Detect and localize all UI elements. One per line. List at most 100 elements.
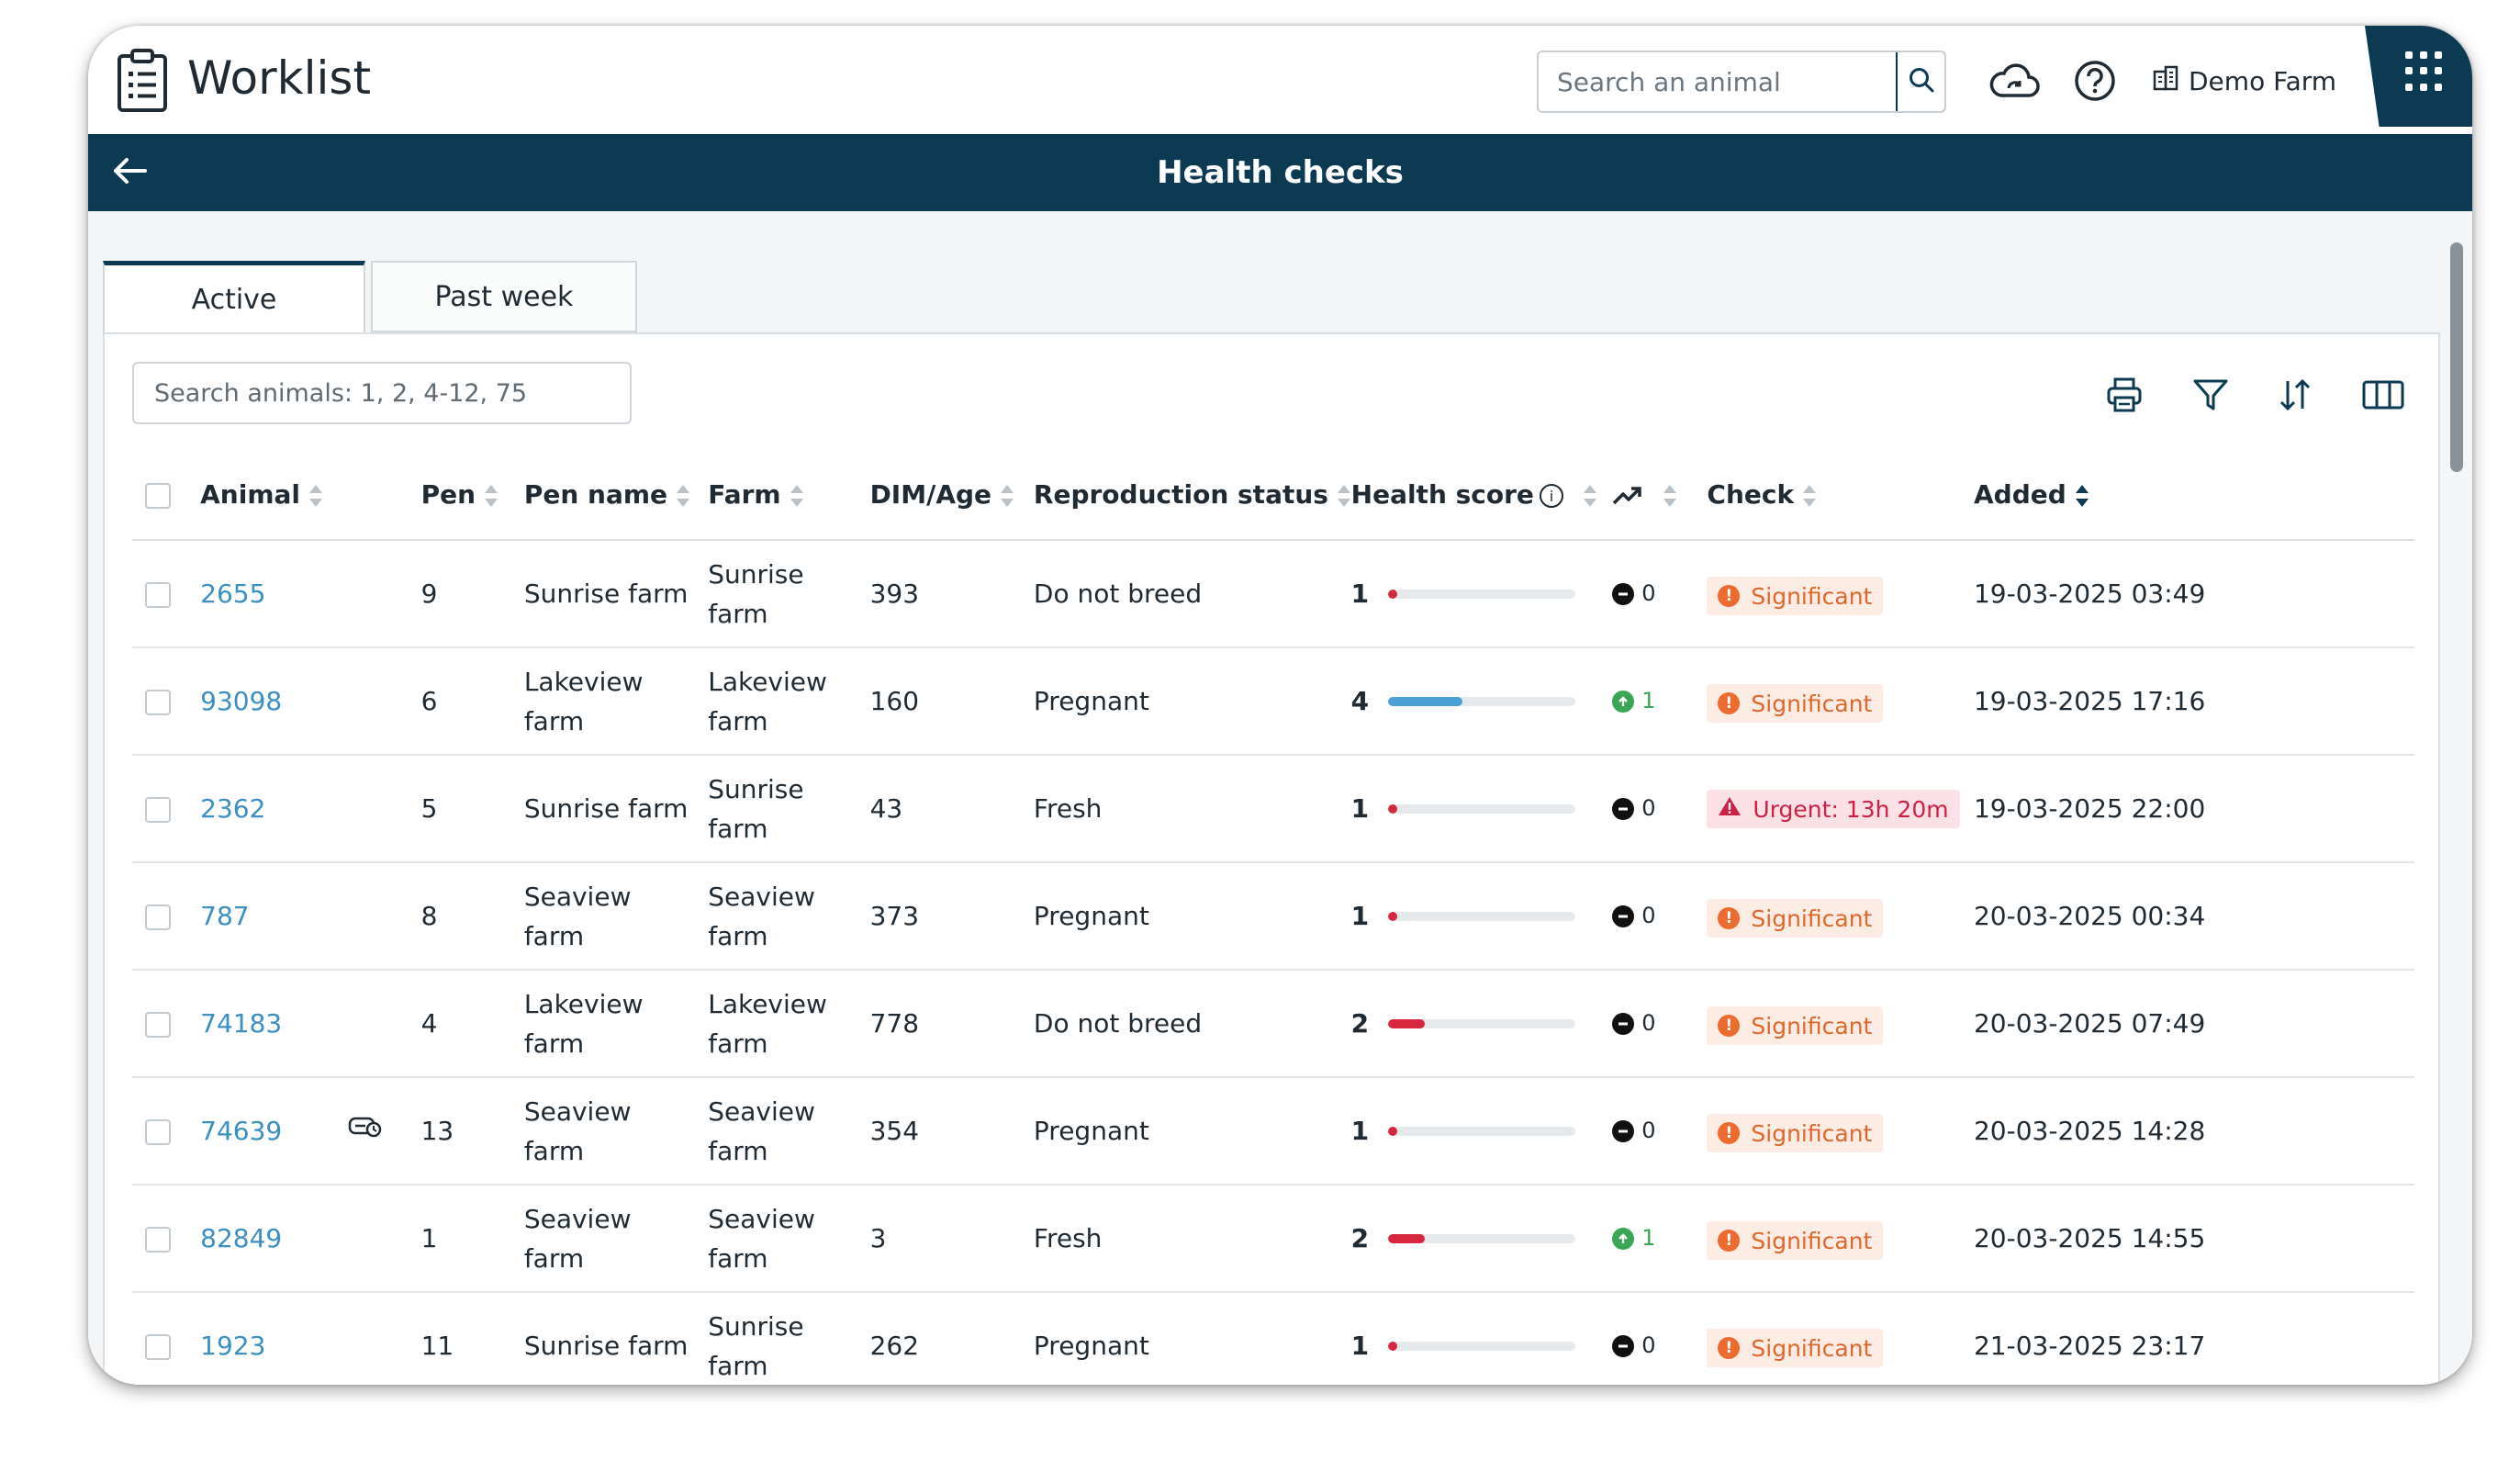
table-header-row: Animal Pen Pen name Farm DIM/Age Reprodu…: [132, 450, 2414, 541]
column-header-trend[interactable]: [1612, 450, 1708, 541]
health-score: 1: [1351, 896, 1613, 936]
tab-bar: Active Past week: [103, 261, 637, 334]
print-icon[interactable]: [2100, 371, 2148, 419]
pen-name-cell: Lakeview farm: [523, 970, 709, 1078]
row-checkbox[interactable]: [145, 1012, 171, 1038]
row-checkbox[interactable]: [145, 582, 171, 608]
trend-value: 0: [1641, 795, 1656, 821]
trend-up-circle-icon: [1612, 690, 1635, 713]
column-header-pen-name[interactable]: Pen name: [523, 450, 709, 541]
ear-tag-icon: [347, 1116, 384, 1146]
column-header-check[interactable]: Check: [1707, 450, 1974, 541]
dim-age-cell: 262: [869, 1292, 1034, 1385]
trend-cell: 0: [1612, 1111, 1707, 1151]
sort-icon[interactable]: [2271, 371, 2319, 419]
table-row[interactable]: 93098 6 Lakeview farm Lakeview farm 160 Pregn…: [132, 647, 2414, 756]
animal-link[interactable]: 1923: [200, 1331, 266, 1361]
tab-active[interactable]: Active: [103, 261, 365, 334]
table-row[interactable]: 1923 11 Sunrise farm Sunrise farm 262 Pregnan…: [132, 1292, 2414, 1385]
alert-circle-icon: !: [1718, 1230, 1741, 1253]
pen-cell: 13: [420, 1077, 524, 1185]
animal-link[interactable]: 74183: [200, 1008, 283, 1039]
dim-age-cell: 778: [869, 970, 1034, 1078]
check-badge-significant: ! Significant: [1707, 1114, 1884, 1153]
farm-selector[interactable]: Demo Farm: [2152, 57, 2336, 105]
health-score-bar: [1387, 1341, 1575, 1351]
arrow-left-icon: [112, 156, 149, 189]
search-button[interactable]: [1896, 52, 1944, 111]
health-score-value: 1: [1350, 579, 1370, 609]
help-icon[interactable]: [2069, 57, 2121, 105]
reproduction-status-cell: Do not breed: [1033, 540, 1351, 648]
sort-arrows-icon: [1337, 484, 1350, 508]
animal-link[interactable]: 787: [200, 901, 250, 931]
health-score-value: 1: [1350, 1331, 1370, 1361]
columns-icon[interactable]: [2359, 371, 2407, 419]
trend-up-icon: [1612, 479, 1643, 510]
animal-filter-input[interactable]: [132, 362, 632, 424]
animal-link[interactable]: 2362: [200, 793, 266, 824]
trend-value: 0: [1641, 903, 1656, 928]
info-icon[interactable]: i: [1539, 484, 1563, 508]
added-date-cell: 21-03-2025 23:17: [1973, 1292, 2414, 1385]
apps-grid-icon: [2405, 51, 2446, 92]
cloud-sync-icon[interactable]: [1988, 57, 2040, 105]
pen-name-cell: Seaview farm: [523, 1077, 709, 1185]
pen-name-cell: Sunrise farm: [523, 755, 709, 863]
health-score-fill: [1387, 803, 1397, 814]
added-date-cell: 19-03-2025 22:00: [1973, 755, 2414, 863]
table-row[interactable]: 74639 13 Seaview farm Seaview farm 354 Pregna…: [132, 1077, 2414, 1185]
health-score-bar: [1387, 1018, 1575, 1028]
column-header-reproduction-status[interactable]: Reproduction status: [1033, 450, 1351, 541]
sort-arrows-icon: [309, 484, 323, 508]
health-score: 2: [1351, 1004, 1613, 1043]
column-header-added[interactable]: Added: [1973, 450, 2414, 541]
animal-search-input[interactable]: [1539, 52, 1896, 111]
animal-link[interactable]: 82849: [200, 1223, 283, 1253]
table-row[interactable]: 2655 9 Sunrise farm Sunrise farm 393 Do not b…: [132, 540, 2414, 648]
row-checkbox[interactable]: [145, 1334, 171, 1360]
health-score-fill: [1387, 589, 1397, 599]
health-score-bar: [1387, 696, 1575, 706]
pen-cell: 9: [420, 540, 524, 648]
row-checkbox[interactable]: [145, 797, 171, 823]
pen-name-cell: Sunrise farm: [523, 540, 709, 648]
trend-value: 0: [1641, 1010, 1656, 1036]
pen-cell: 4: [420, 970, 524, 1078]
table-row[interactable]: 82849 1 Seaview farm Seaview farm 3 Fresh 2 1! S…: [132, 1185, 2414, 1293]
table-row[interactable]: 787 8 Seaview farm Seaview farm 373 Pregnant 1…: [132, 862, 2414, 971]
animal-link[interactable]: 2655: [200, 579, 266, 609]
select-all-checkbox[interactable]: [145, 483, 171, 509]
back-button[interactable]: [106, 149, 154, 197]
farm-cell: Seaview farm: [708, 862, 870, 971]
table-row[interactable]: 2362 5 Sunrise farm Sunrise farm 43 Fresh 1 0 Ur…: [132, 755, 2414, 863]
trend-cell: 0: [1612, 1326, 1707, 1365]
table-row[interactable]: 74183 4 Lakeview farm Lakeview farm 778 Do no…: [132, 970, 2414, 1078]
animal-link[interactable]: 74639: [200, 1116, 283, 1146]
app-title: Worklist: [187, 51, 372, 105]
column-header-farm[interactable]: Farm: [708, 450, 870, 541]
farm-cell: Lakeview farm: [708, 970, 870, 1078]
tab-past-week[interactable]: Past week: [371, 261, 637, 332]
row-checkbox[interactable]: [145, 1227, 171, 1253]
column-header-dim-age[interactable]: DIM/Age: [869, 450, 1034, 541]
trend-cell: 1: [1612, 681, 1707, 721]
column-header-pen[interactable]: Pen: [420, 450, 524, 541]
pen-cell: 6: [420, 647, 524, 756]
column-header-health-score[interactable]: Health score i: [1350, 450, 1613, 541]
row-checkbox[interactable]: [145, 690, 171, 715]
scrollbar-thumb[interactable]: [2450, 242, 2463, 472]
health-score-value: 1: [1350, 901, 1370, 931]
trend-neutral-icon: [1612, 1119, 1635, 1142]
alert-circle-icon: !: [1718, 1337, 1741, 1360]
added-date-cell: 19-03-2025 17:16: [1973, 647, 2414, 756]
row-checkbox[interactable]: [145, 904, 171, 930]
apps-menu-button[interactable]: [2365, 26, 2472, 127]
filter-icon[interactable]: [2187, 371, 2234, 419]
animal-link[interactable]: 93098: [200, 686, 283, 716]
pen-name-cell: Seaview farm: [523, 1185, 709, 1293]
health-score: 2: [1351, 1219, 1613, 1258]
dim-age-cell: 43: [869, 755, 1034, 863]
column-header-animal[interactable]: Animal: [200, 450, 348, 541]
row-checkbox[interactable]: [145, 1119, 171, 1145]
